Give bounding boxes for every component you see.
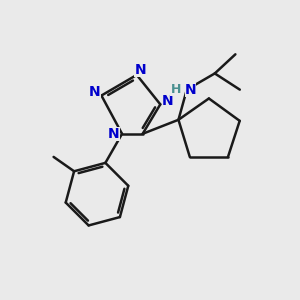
Text: H: H <box>170 83 181 96</box>
Text: N: N <box>184 82 196 97</box>
Text: N: N <box>89 85 101 99</box>
Text: N: N <box>108 127 120 141</box>
Text: N: N <box>134 63 146 76</box>
Text: N: N <box>162 94 173 108</box>
